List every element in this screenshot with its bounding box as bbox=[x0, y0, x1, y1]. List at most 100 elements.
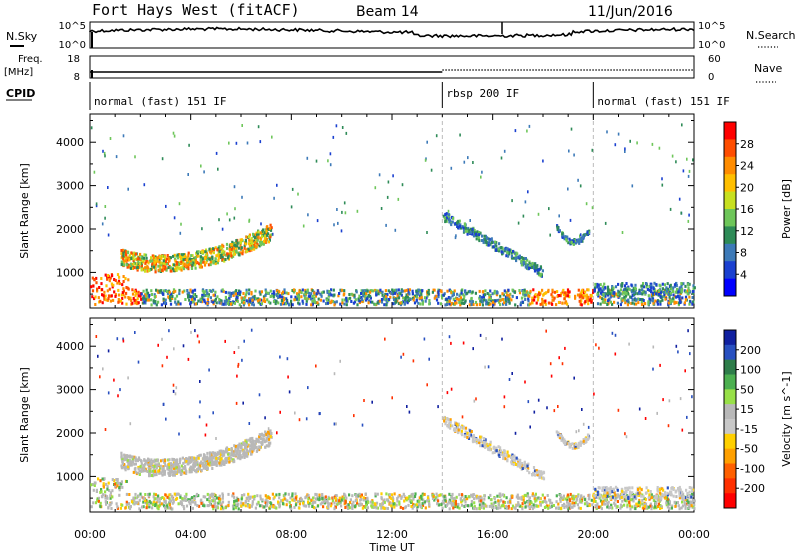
velocity-cell bbox=[239, 453, 242, 457]
power-cell bbox=[522, 261, 525, 264]
power-cell bbox=[315, 292, 318, 296]
power-cell bbox=[417, 301, 420, 305]
power-cell bbox=[563, 293, 566, 297]
power-cell bbox=[218, 249, 221, 253]
velocity-cell bbox=[297, 500, 300, 504]
power-cell bbox=[364, 296, 367, 300]
velocity-cell bbox=[196, 468, 199, 471]
velocity-cell bbox=[345, 504, 348, 508]
power-cell bbox=[168, 297, 172, 301]
power-cell bbox=[137, 294, 140, 298]
velocity-cell bbox=[175, 466, 178, 470]
power-cell bbox=[437, 290, 440, 294]
velocity-cell bbox=[300, 498, 304, 502]
velocity-cell bbox=[423, 500, 426, 504]
power-cell bbox=[91, 289, 95, 293]
velocity-cell bbox=[238, 442, 241, 446]
velocity-cell bbox=[286, 499, 289, 503]
power-cell bbox=[616, 301, 619, 305]
power-cell bbox=[129, 262, 132, 266]
power-cell bbox=[296, 292, 299, 296]
velocity-cell bbox=[455, 495, 458, 499]
velocity-cell bbox=[666, 505, 669, 509]
power-cell bbox=[459, 303, 462, 307]
power-cell bbox=[225, 298, 228, 302]
velocity-cell bbox=[381, 501, 385, 505]
velocity-cell bbox=[681, 500, 684, 504]
velocity-cell bbox=[145, 460, 148, 464]
power-cell bbox=[541, 302, 544, 306]
power-cell bbox=[642, 299, 645, 302]
power-cell bbox=[142, 301, 145, 305]
velocity-cell bbox=[151, 506, 154, 510]
velocity-cell bbox=[258, 504, 262, 508]
power-cell bbox=[432, 288, 435, 292]
velocity-cell bbox=[345, 496, 348, 500]
velocity-cell bbox=[517, 496, 520, 500]
power-cell bbox=[520, 263, 523, 267]
velocity-cell bbox=[162, 466, 165, 470]
power-cell bbox=[162, 259, 165, 263]
velocity-cell bbox=[375, 505, 378, 509]
velocity-cell bbox=[143, 467, 146, 471]
velocity-cell bbox=[206, 504, 209, 508]
power-cell bbox=[319, 298, 322, 302]
velocity-cell bbox=[170, 465, 173, 469]
power-cell bbox=[136, 297, 139, 301]
velocity-cell bbox=[153, 469, 157, 473]
power-cell bbox=[651, 142, 654, 146]
velocity-cell bbox=[235, 503, 238, 507]
power-cell bbox=[626, 299, 629, 303]
power-cell bbox=[249, 299, 252, 303]
power-cell bbox=[379, 288, 382, 292]
power-cell bbox=[488, 295, 491, 299]
velocity-cell bbox=[184, 459, 187, 463]
power-cell bbox=[529, 289, 532, 293]
velocity-ytick-label: 4000 bbox=[56, 340, 84, 353]
power-cell bbox=[298, 296, 301, 300]
velocity-cell bbox=[439, 493, 442, 497]
power-cell bbox=[514, 129, 517, 133]
power-cell bbox=[691, 296, 694, 299]
power-cell bbox=[209, 263, 212, 267]
velocity-cell bbox=[186, 462, 189, 466]
velocity-cell bbox=[478, 506, 481, 510]
power-cell bbox=[304, 288, 307, 292]
velocity-cell bbox=[418, 500, 421, 504]
velocity-cell bbox=[128, 493, 131, 496]
power-cell bbox=[347, 297, 350, 301]
velocity-cell bbox=[251, 439, 255, 443]
velocity-cell bbox=[693, 503, 696, 507]
velocity-cell bbox=[538, 497, 541, 501]
power-cell bbox=[143, 300, 146, 304]
velocity-cell bbox=[583, 498, 587, 502]
velocity-cell bbox=[607, 503, 610, 507]
velocity-cell bbox=[360, 493, 363, 497]
velocity-cell bbox=[470, 493, 473, 497]
velocity-cell bbox=[121, 503, 124, 507]
power-cell bbox=[194, 302, 197, 306]
power-cell bbox=[203, 260, 206, 264]
velocity-cell bbox=[637, 500, 640, 504]
power-cell bbox=[235, 289, 238, 293]
velocity-cell bbox=[684, 502, 687, 506]
velocity-cell bbox=[314, 506, 317, 510]
velocity-cell bbox=[595, 505, 598, 509]
velocity-cell bbox=[263, 440, 266, 444]
power-cell bbox=[204, 301, 207, 305]
power-cell bbox=[508, 293, 511, 297]
power-cell bbox=[512, 249, 515, 253]
power-cell bbox=[270, 233, 273, 237]
power-cell bbox=[567, 241, 570, 245]
velocity-cell bbox=[505, 496, 508, 500]
power-cell bbox=[150, 289, 153, 293]
power-cell bbox=[221, 288, 224, 292]
power-cell bbox=[112, 283, 115, 287]
velocity-cell bbox=[166, 504, 169, 508]
power-cell bbox=[578, 241, 581, 245]
velocity-cell bbox=[543, 496, 546, 500]
power-cell bbox=[95, 202, 98, 206]
velocity-cell bbox=[573, 501, 576, 505]
velocity-cell bbox=[209, 461, 212, 465]
power-cell bbox=[257, 236, 260, 240]
